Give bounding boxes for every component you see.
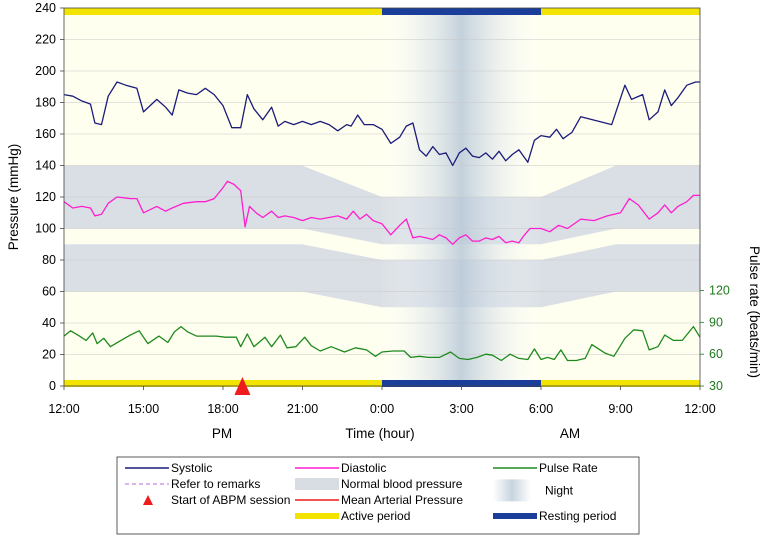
y2-tick-label: 30 — [709, 379, 723, 393]
y-tick-label: 160 — [35, 127, 56, 141]
resting-legend-swatch — [493, 513, 537, 519]
x-tick-label: 18:00 — [207, 402, 238, 416]
x-tick-label: 6:00 — [529, 402, 553, 416]
pm-label: PM — [212, 426, 232, 441]
y-tick-label: 180 — [35, 96, 56, 110]
x-tick-label: 12:00 — [48, 402, 79, 416]
y-tick-label: 120 — [35, 190, 56, 204]
map-legend-label: Mean Arterial Pressure — [341, 493, 463, 507]
resting-period-bar — [382, 8, 541, 15]
series-pulse-rate — [64, 325, 700, 362]
y-axis-ticks: 0 20 40 60 80 100 120 140 160 180 200 220 240 — [35, 1, 64, 393]
series-diastolic — [64, 180, 700, 245]
x-tick-label: 0:00 — [370, 402, 394, 416]
active-period-bar — [64, 8, 382, 15]
abpm-start-marker — [234, 377, 251, 395]
x-tick-label: 21:00 — [287, 402, 318, 416]
y2-tick-label: 90 — [709, 315, 723, 329]
y-tick-label: 20 — [42, 348, 56, 362]
y-tick-label: 40 — [42, 316, 56, 330]
active-period-bar — [541, 8, 700, 15]
start-legend-label: Start of ABPM session — [171, 493, 290, 507]
start-legend-swatch — [143, 495, 153, 505]
night-legend-swatch — [493, 479, 531, 502]
resting-period-bar — [382, 380, 541, 387]
y-tick-label: 140 — [35, 159, 56, 173]
diastolic-legend-label: Diastolic — [341, 461, 386, 475]
y2-axis-label: Pulse rate (beats/min) — [747, 246, 762, 378]
y-tick-label: 200 — [35, 64, 56, 78]
data-series — [64, 81, 700, 362]
am-label: AM — [560, 426, 580, 441]
period-bars — [64, 8, 700, 387]
x-tick-label: 12:00 — [684, 402, 715, 416]
y2-tick-label: 60 — [709, 347, 723, 361]
active-legend-label: Active period — [341, 509, 410, 523]
active-period-bar — [64, 380, 382, 387]
x-tick-label: 15:00 — [128, 402, 159, 416]
y2-axis-ticks: 30 60 90 120 — [700, 284, 730, 393]
pulse-legend-label: Pulse Rate — [539, 461, 598, 475]
legend: Systolic Refer to remarks Start of ABPM se… — [116, 456, 640, 535]
y-tick-label: 60 — [42, 285, 56, 299]
normal-legend-label: Normal blood pressure — [341, 477, 463, 491]
y-tick-label: 220 — [35, 33, 56, 47]
x-tick-label: 3:00 — [449, 402, 473, 416]
y-tick-label: 240 — [35, 1, 56, 15]
y-axis-label: Pressure (mmHg) — [6, 144, 21, 251]
systolic-legend-label: Systolic — [171, 461, 212, 475]
grid-lines — [64, 39, 700, 355]
x-axis-ticks: 12:00 15:00 18:00 21:00 0:00 3:00 6:00 9:00 12:0… — [48, 386, 716, 416]
series-systolic — [64, 81, 700, 167]
y-tick-label: 0 — [49, 379, 56, 393]
y-tick-label: 100 — [35, 222, 56, 236]
active-period-bar — [541, 380, 700, 387]
active-legend-swatch — [295, 513, 339, 519]
refer-legend-label: Refer to remarks — [171, 477, 260, 491]
y2-tick-label: 120 — [709, 284, 730, 298]
x-axis-label: Time (hour) — [345, 426, 414, 441]
y-tick-label: 80 — [42, 253, 56, 267]
normal-legend-swatch — [295, 478, 339, 490]
x-tick-label: 9:00 — [608, 402, 632, 416]
legend-box — [116, 456, 640, 535]
night-legend-label: Night — [545, 483, 574, 497]
resting-legend-label: Resting period — [539, 509, 616, 523]
